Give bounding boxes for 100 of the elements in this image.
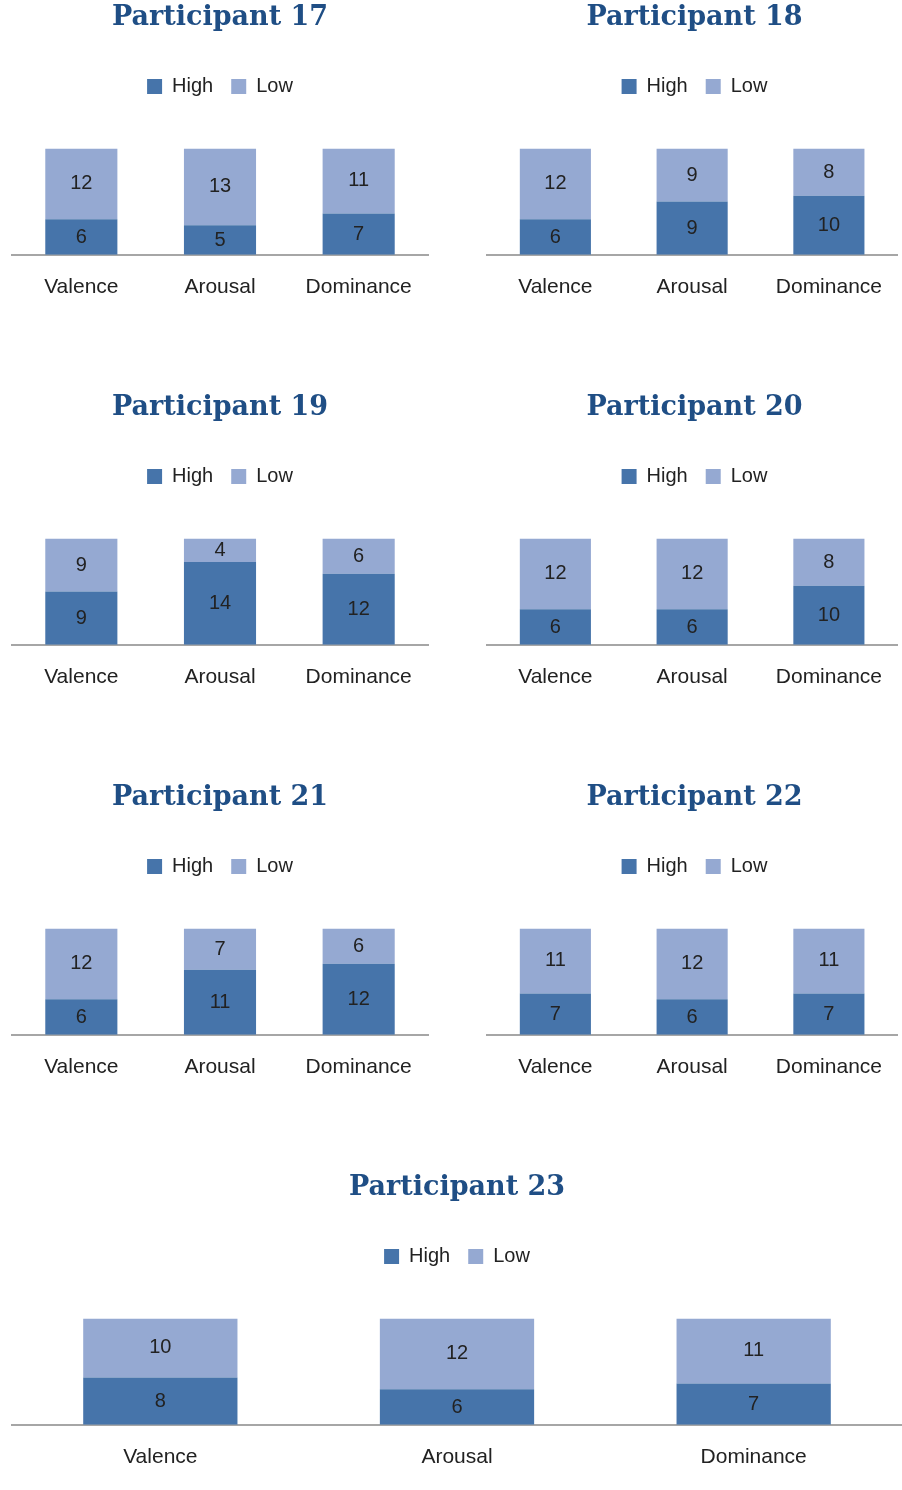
legend-label: Low: [730, 463, 768, 486]
data-label: 6: [75, 224, 87, 247]
bar: [322, 963, 395, 1035]
x-tick-label: Valence: [44, 664, 119, 688]
x-tick-label: Valence: [518, 1054, 593, 1078]
x-tick-label: Arousal: [656, 664, 728, 688]
bar: [183, 969, 257, 1035]
legend-label: High: [646, 853, 688, 876]
data-label: 6: [549, 614, 561, 637]
data-label: 4: [214, 537, 226, 560]
x-tick-label: Arousal: [656, 1054, 728, 1078]
bar: [322, 573, 395, 645]
data-label: 12: [681, 951, 704, 974]
bar: [183, 225, 257, 255]
bar: [183, 148, 257, 226]
data-label: 12: [70, 951, 93, 974]
bar: [656, 148, 728, 202]
data-label: 9: [686, 162, 698, 185]
data-label: 6: [353, 543, 365, 566]
data-label: 6: [353, 933, 365, 956]
legend-label: High: [172, 463, 214, 486]
bar: [793, 148, 865, 196]
x-tick-label: Dominance: [305, 1054, 412, 1078]
bar: [83, 1377, 238, 1425]
data-label: 13: [208, 174, 232, 197]
x-tick-label: Arousal: [184, 274, 256, 298]
bar: [676, 1383, 831, 1425]
legend-label: Low: [256, 463, 294, 486]
data-label: 9: [75, 552, 87, 575]
bar: [45, 999, 118, 1035]
data-label: 5: [214, 227, 226, 250]
data-label: 9: [75, 605, 87, 628]
bar: [45, 219, 118, 255]
legend-label: High: [409, 1243, 451, 1266]
x-tick-label: Valence: [518, 274, 593, 298]
data-label: 6: [75, 1004, 87, 1027]
chart-title: Participant 17: [111, 0, 329, 32]
bar: [379, 1318, 535, 1390]
bar: [183, 928, 257, 970]
bar: [183, 538, 257, 563]
bar: [322, 928, 395, 964]
x-tick-label: Dominance: [305, 274, 412, 298]
data-label: 11: [743, 1338, 765, 1361]
bar: [322, 538, 395, 574]
chart-title: Participant 23: [348, 1170, 566, 1202]
x-tick-label: Arousal: [656, 274, 728, 298]
data-label: 12: [544, 171, 567, 194]
data-label: 6: [686, 1004, 698, 1027]
data-label: 11: [209, 989, 231, 1012]
data-label: 6: [549, 224, 561, 247]
chart-title: Participant 21: [111, 780, 329, 812]
x-tick-label: Dominance: [305, 664, 412, 688]
bar: [83, 1318, 238, 1378]
x-tick-label: Arousal: [421, 1444, 493, 1468]
data-label: 12: [445, 1341, 469, 1364]
legend-label: High: [172, 853, 214, 876]
bar: [519, 219, 591, 255]
data-label: 12: [347, 986, 370, 1009]
x-tick-label: Dominance: [700, 1444, 807, 1468]
bar: [45, 148, 118, 220]
legend-label: Low: [256, 853, 294, 876]
x-tick-label: Dominance: [775, 274, 883, 298]
legend-label: High: [646, 463, 688, 486]
legend-label: High: [646, 73, 688, 96]
data-label: 8: [823, 159, 835, 182]
data-label: 10: [149, 1335, 172, 1358]
data-label: 11: [545, 948, 566, 971]
data-label: 8: [823, 549, 835, 572]
data-label: 10: [817, 212, 841, 235]
bar: [322, 148, 395, 214]
data-label: 10: [817, 602, 841, 625]
x-tick-label: Valence: [44, 1054, 119, 1078]
data-label: 7: [214, 936, 226, 959]
legend-label: Low: [493, 1243, 531, 1266]
legend-label: Low: [730, 853, 768, 876]
data-label: 14: [208, 590, 232, 613]
chart-title: Participant 18: [586, 0, 803, 32]
chart-title: Participant 20: [586, 390, 803, 422]
data-label: 6: [451, 1394, 463, 1417]
data-label: 7: [549, 1001, 561, 1024]
x-tick-label: Valence: [123, 1444, 198, 1468]
chart-title: Participant 22: [586, 780, 803, 812]
bar: [322, 213, 395, 255]
chart-title: Participant 19: [111, 390, 329, 422]
bar: [379, 1389, 535, 1425]
bar: [793, 195, 865, 255]
data-label: 12: [70, 171, 93, 194]
data-label: 11: [348, 168, 370, 191]
bar: [45, 538, 118, 592]
legend-label: Low: [256, 73, 294, 96]
bar: [676, 1318, 831, 1384]
legend-label: Low: [730, 73, 768, 96]
data-label: 7: [823, 1001, 835, 1024]
x-tick-label: Valence: [518, 664, 593, 688]
data-label: 12: [347, 596, 370, 619]
bar: [519, 148, 591, 220]
data-label: 11: [818, 948, 840, 971]
data-label: 6: [686, 614, 698, 637]
bar: [45, 591, 118, 645]
bar: [45, 928, 118, 1000]
